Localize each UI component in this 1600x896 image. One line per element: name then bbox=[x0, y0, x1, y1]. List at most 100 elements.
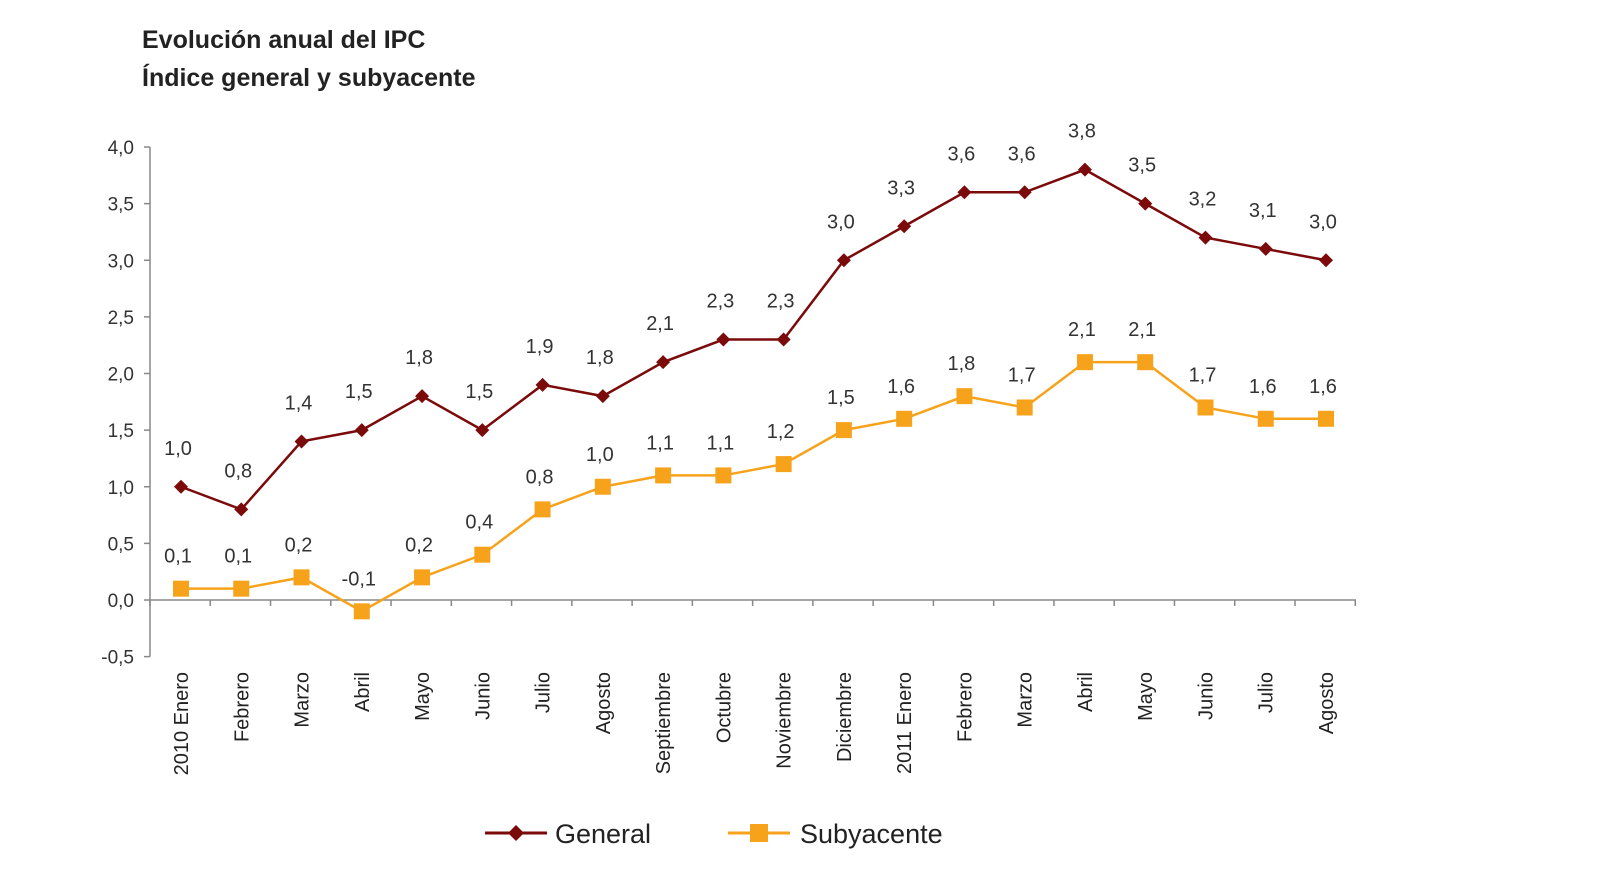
data-label: 1,5 bbox=[827, 387, 855, 409]
data-point bbox=[293, 569, 310, 586]
data-point bbox=[775, 456, 792, 473]
data-point bbox=[716, 332, 731, 347]
data-label: 0,2 bbox=[405, 534, 433, 556]
y-tick-label: 0,5 bbox=[108, 534, 134, 555]
data-point bbox=[233, 580, 250, 597]
data-label: 1,6 bbox=[1249, 376, 1277, 398]
data-point bbox=[354, 423, 369, 438]
data-label: 2,1 bbox=[1068, 319, 1096, 341]
legend-marker bbox=[508, 825, 524, 841]
data-label: 1,1 bbox=[706, 432, 734, 454]
series-line-general bbox=[180, 168, 1327, 511]
data-label: 2,3 bbox=[767, 291, 795, 313]
data-label: 1,0 bbox=[164, 438, 192, 460]
data-label: 2,3 bbox=[706, 291, 734, 313]
data-label: 1,1 bbox=[646, 432, 674, 454]
data-point bbox=[897, 219, 912, 234]
data-label: 0,8 bbox=[224, 460, 252, 482]
x-tick-label: Junio bbox=[472, 672, 494, 720]
data-label: 0,4 bbox=[465, 512, 493, 534]
data-label: -0,1 bbox=[342, 568, 376, 590]
data-label: 3,0 bbox=[827, 211, 855, 233]
data-point bbox=[353, 603, 370, 620]
data-point bbox=[234, 502, 249, 517]
chart-title: Evolución anual del IPC bbox=[142, 26, 426, 54]
y-tick-label: 1,0 bbox=[108, 478, 134, 499]
chart-subtitle: Índice general y subyacente bbox=[142, 64, 476, 92]
data-point bbox=[1198, 230, 1213, 245]
data-point bbox=[1017, 185, 1032, 200]
y-tick-label: -0,5 bbox=[101, 648, 134, 669]
y-tick-label: 1,5 bbox=[108, 421, 134, 442]
data-label: 1,7 bbox=[1008, 364, 1036, 386]
y-tick-label: 2,5 bbox=[108, 308, 134, 329]
data-point bbox=[957, 185, 972, 200]
data-label: 0,8 bbox=[526, 466, 554, 488]
data-label: 1,9 bbox=[526, 336, 554, 358]
data-label: 1,0 bbox=[586, 444, 614, 466]
data-label: 3,5 bbox=[1128, 155, 1156, 177]
y-tick-label: 3,5 bbox=[108, 195, 134, 216]
data-point bbox=[656, 355, 671, 370]
data-point bbox=[475, 423, 490, 438]
x-tick-label: Julio bbox=[1256, 672, 1278, 713]
data-label: 2,1 bbox=[1128, 319, 1156, 341]
x-tick-label: Octubre bbox=[713, 672, 735, 743]
data-label: 3,1 bbox=[1249, 200, 1277, 222]
data-point bbox=[415, 389, 430, 404]
x-tick-label: Junio bbox=[1195, 672, 1217, 720]
x-tick-label: Agosto bbox=[1316, 672, 1338, 734]
data-point bbox=[595, 389, 610, 404]
legend-label: General bbox=[555, 819, 651, 849]
series-line-subyacente bbox=[181, 360, 1326, 613]
data-label: 3,0 bbox=[1309, 211, 1337, 233]
x-tick-label: Septiembre bbox=[653, 672, 675, 774]
data-label: 3,3 bbox=[887, 177, 915, 199]
data-point bbox=[535, 377, 550, 392]
data-point bbox=[1319, 253, 1333, 268]
data-point bbox=[1258, 241, 1273, 256]
x-tick-label: Marzo bbox=[292, 672, 314, 728]
data-label: 3,2 bbox=[1189, 189, 1217, 211]
x-tick-label: 2010 Enero bbox=[171, 672, 193, 775]
data-label: 3,6 bbox=[948, 143, 976, 165]
data-point bbox=[1077, 162, 1092, 177]
data-label: 1,5 bbox=[345, 381, 373, 403]
x-tick-label: Marzo bbox=[1015, 672, 1037, 728]
data-point bbox=[474, 546, 491, 563]
data-point bbox=[1197, 399, 1214, 416]
data-label: 1,8 bbox=[948, 353, 976, 375]
data-point bbox=[294, 434, 309, 449]
y-tick-label: 0,0 bbox=[108, 591, 134, 612]
legend-label: Subyacente bbox=[800, 819, 943, 849]
data-label: 1,6 bbox=[887, 376, 915, 398]
data-point bbox=[594, 478, 611, 495]
data-label: 1,8 bbox=[586, 347, 614, 369]
data-label: 3,6 bbox=[1008, 143, 1036, 165]
data-point bbox=[776, 332, 791, 347]
data-point bbox=[896, 410, 913, 427]
data-label: 0,1 bbox=[224, 546, 252, 568]
x-tick-label: Mayo bbox=[412, 672, 434, 721]
y-tick-label: 2,0 bbox=[108, 365, 134, 386]
data-label: 1,7 bbox=[1189, 364, 1217, 386]
data-point bbox=[835, 422, 852, 439]
data-point bbox=[655, 467, 672, 484]
data-label: 0,2 bbox=[285, 534, 313, 556]
data-point bbox=[1318, 410, 1334, 427]
data-point bbox=[1076, 354, 1093, 371]
x-tick-label: Mayo bbox=[1135, 672, 1157, 721]
data-label: 1,2 bbox=[767, 421, 795, 443]
data-point bbox=[1016, 399, 1033, 416]
data-label: 2,1 bbox=[646, 313, 674, 335]
data-label: 1,4 bbox=[285, 392, 313, 414]
x-tick-label: Abril bbox=[352, 672, 374, 712]
y-tick-label: 3,0 bbox=[108, 251, 134, 272]
data-point bbox=[956, 388, 973, 405]
x-tick-label: Noviembre bbox=[774, 672, 796, 769]
x-tick-label: Abril bbox=[1075, 672, 1097, 712]
data-label: 0,1 bbox=[164, 546, 192, 568]
data-label: 1,6 bbox=[1309, 376, 1337, 398]
data-label: 3,8 bbox=[1068, 121, 1096, 143]
